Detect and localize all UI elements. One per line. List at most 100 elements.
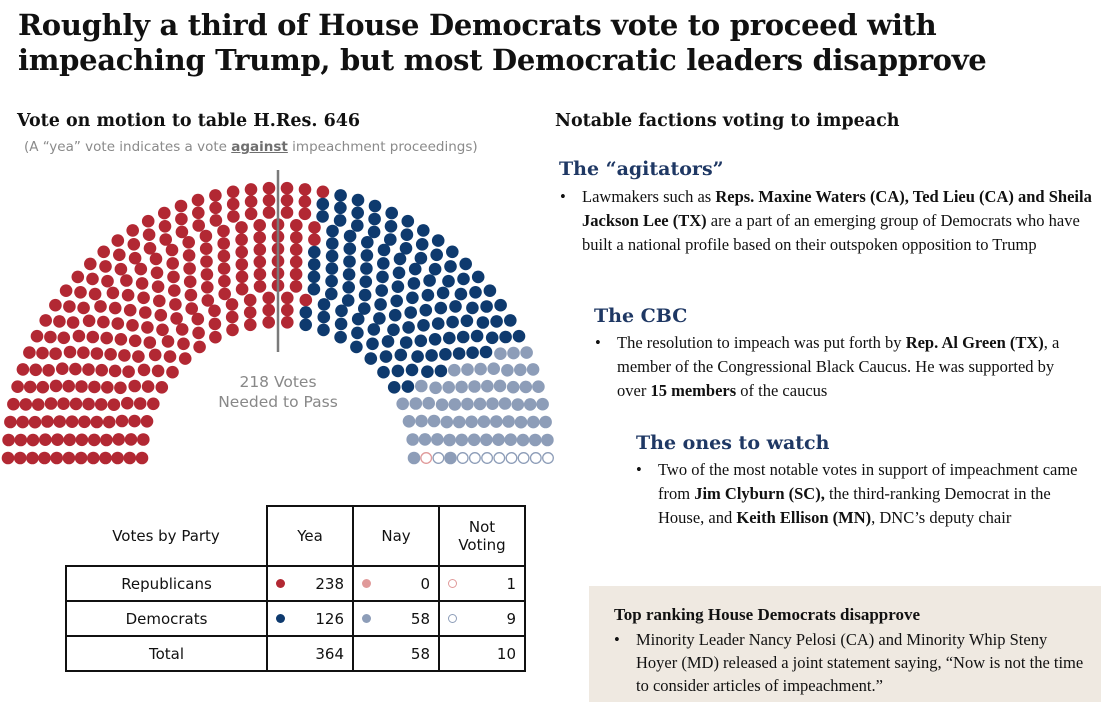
seat-republicans-yea: [14, 433, 28, 447]
seat-democrats-nay: [507, 346, 520, 360]
seat-democrats-nay: [468, 380, 481, 393]
seat-republicans-yea: [244, 318, 257, 332]
seat-republicans-yea: [280, 194, 294, 207]
seat-republicans-yea: [217, 224, 230, 238]
seat-republicans-yea: [23, 346, 36, 359]
cell-value: 1: [506, 574, 516, 593]
bullet-icon: •: [614, 630, 620, 649]
seat-democrats-nay: [506, 380, 520, 394]
seat-republicans-yea: [90, 347, 104, 360]
seat-democrats-nay: [448, 363, 461, 377]
seat-democrats-yea: [400, 228, 414, 241]
seat-democrats-yea: [350, 340, 363, 354]
seat-democrats-nay: [532, 380, 545, 393]
factions-heading: Notable factions voting to impeach: [555, 111, 900, 131]
callout-title: Top ranking House Democrats disapprove: [614, 605, 921, 624]
seat-republicans-yea: [244, 207, 258, 221]
seat-democrats-yea: [476, 316, 490, 329]
seat-republicans-yea: [122, 365, 135, 378]
seat-democrats-nay: [514, 415, 528, 429]
seat-democrats-yea: [307, 270, 321, 284]
seat-democrats-yea: [325, 262, 339, 275]
seat-republicans-yea: [175, 212, 188, 226]
seat-democrats-nay: [461, 363, 474, 376]
vote-note: (A “yea” vote indicates a vote against i…: [24, 139, 478, 155]
seat-republicans-yea: [4, 415, 17, 429]
seat-democrats-yea: [377, 365, 390, 379]
seat-republicans-yea: [182, 236, 195, 249]
seat-democrats-not-voting: [529, 452, 542, 464]
seat-republicans-yea: [120, 274, 133, 287]
seat-republicans-yea: [209, 330, 222, 344]
seat-republicans-yea: [97, 315, 110, 329]
seat-republicans-yea: [192, 206, 205, 220]
bullet-icon: •: [595, 333, 601, 352]
seat-democrats-yea: [404, 306, 418, 319]
seat-democrats-nay: [435, 398, 449, 411]
seat-republicans-yea: [38, 451, 51, 465]
seat-democrats-nay: [448, 398, 462, 411]
seat-republicans-yea: [51, 433, 64, 447]
seat-republicans-yea: [16, 415, 30, 429]
header-yea: Yea: [266, 505, 354, 567]
seat-democrats-yea: [351, 193, 365, 207]
seat-democrats-yea: [360, 249, 374, 262]
seat-republicans-yea: [140, 415, 154, 428]
seat-republicans-yea: [226, 323, 239, 337]
cell-yea: 126: [266, 600, 354, 637]
seat-democrats-yea: [333, 214, 347, 227]
seat-democrats-yea: [406, 291, 419, 305]
seat-democrats-yea: [494, 298, 507, 312]
section-title: The ones to watch: [636, 432, 830, 454]
seat-republicans-yea: [63, 345, 77, 359]
seat-democrats-nay: [455, 433, 469, 447]
seat-republicans-yea: [75, 433, 89, 447]
text: , DNC’s deputy chair: [871, 508, 1012, 527]
seat-republicans-yea: [41, 415, 54, 428]
seat-democrats-yea: [307, 258, 321, 271]
table-row: Republicans 238 0 1: [65, 565, 526, 602]
seat-republicans-yea: [201, 294, 215, 307]
seat-democrats-yea: [351, 312, 365, 326]
seat-republicans-yea: [108, 364, 122, 378]
seat-democrats-yea: [366, 337, 379, 351]
seat-democrats-nay: [443, 433, 456, 447]
seat-republicans-yea: [87, 451, 100, 465]
seat-republicans-yea: [182, 249, 196, 262]
seat-republicans-yea: [298, 195, 312, 208]
seat-republicans-yea: [209, 189, 222, 202]
bullet-icon: •: [560, 187, 566, 206]
cell-nay: 58: [352, 635, 440, 672]
seat-democrats-yea: [361, 236, 374, 249]
seat-republicans-yea: [290, 231, 303, 244]
seat-democrats-nay: [486, 397, 499, 410]
seat-democrats-nay: [520, 346, 533, 359]
seat-republicans-yea: [148, 348, 162, 362]
seat-democrats-yea: [385, 206, 399, 220]
seat-republicans-yea: [28, 415, 42, 429]
seat-republicans-yea: [114, 262, 128, 276]
seat-republicans-yea: [115, 414, 129, 428]
seat-democrats-yea: [316, 197, 330, 211]
cell-nv: 1: [438, 565, 526, 602]
seat-republicans-yea: [56, 362, 69, 375]
seat-democrats-yea: [434, 301, 448, 315]
seat-republicans-yea: [208, 317, 222, 331]
cell-value: 364: [315, 644, 344, 663]
seat-democrats-yea: [299, 318, 313, 332]
legend-dot-icon: [276, 613, 285, 623]
seat-republicans-yea: [135, 277, 149, 290]
seat-democrats-yea: [317, 310, 331, 324]
seat-democrats-nay: [402, 415, 416, 428]
seat-democrats-yea: [411, 350, 424, 363]
seat-democrats-nay: [427, 414, 441, 428]
seat-democrats-yea: [316, 210, 329, 223]
seat-republicans-yea: [82, 397, 95, 411]
seat-democrats-nay: [444, 451, 457, 465]
seat-republicans-yea: [175, 225, 189, 239]
seat-republicans-yea: [2, 433, 15, 447]
bold-text: 15 members: [650, 381, 737, 400]
seat-democrats-yea: [512, 329, 526, 343]
seat-republicans-yea: [135, 451, 149, 465]
seat-democrats-yea: [388, 308, 402, 322]
